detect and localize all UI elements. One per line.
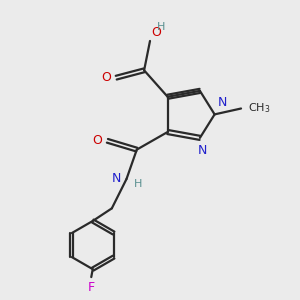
Text: N: N — [218, 96, 227, 109]
Text: N: N — [111, 172, 121, 185]
Text: O: O — [101, 71, 111, 84]
Text: CH$_3$: CH$_3$ — [248, 102, 270, 116]
Text: F: F — [88, 281, 95, 294]
Text: H: H — [134, 179, 142, 189]
Text: H: H — [157, 22, 165, 32]
Text: O: O — [92, 134, 102, 147]
Text: N: N — [198, 144, 208, 157]
Text: O: O — [152, 26, 161, 39]
